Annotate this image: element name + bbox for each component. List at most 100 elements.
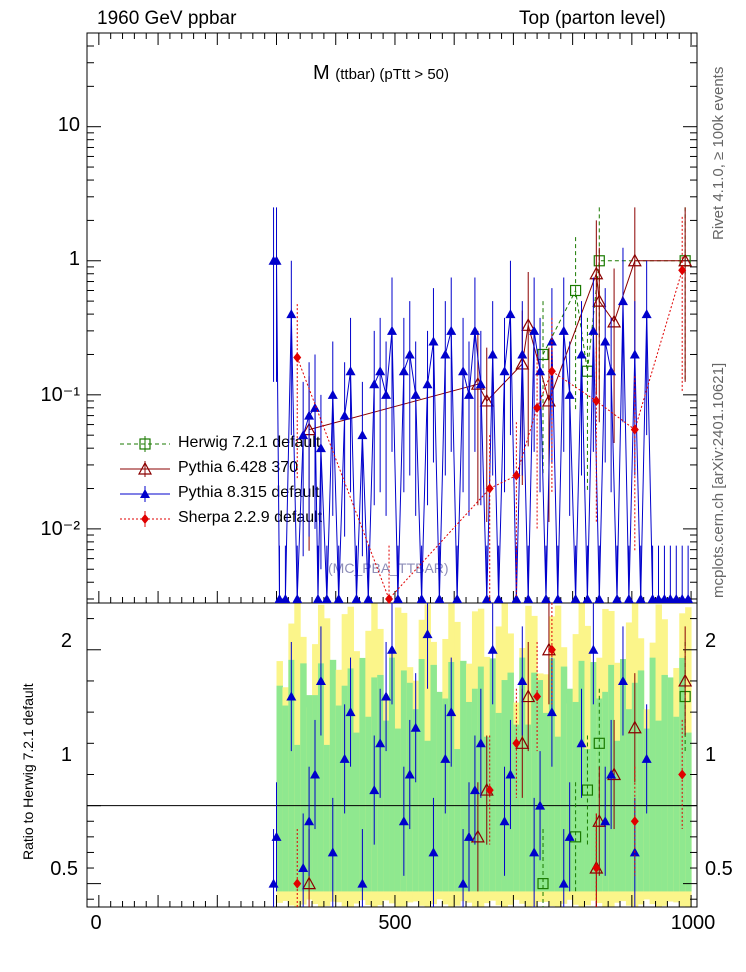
series-point-2	[310, 402, 321, 412]
ratio-point-2	[381, 691, 392, 701]
ratio-point-2	[546, 707, 557, 717]
series-point-2	[357, 430, 368, 440]
ratio-band-green	[282, 705, 289, 892]
series-point-2	[398, 366, 409, 376]
ratio-point-2	[315, 675, 326, 685]
legend-label-pythia6: Pythia 6.428 370	[178, 459, 299, 476]
ratio-band-green	[667, 677, 674, 892]
ratio-y-tick-label-right: 1	[705, 744, 717, 766]
series-point-2	[304, 410, 315, 420]
ratio-band-green	[460, 660, 467, 892]
ratio-point-0	[593, 737, 605, 749]
ratio-point-2	[446, 707, 457, 717]
series-point-2	[499, 366, 510, 376]
ratio-point-2	[458, 878, 469, 888]
series-point-2	[292, 593, 303, 603]
ratio-point-3	[512, 738, 521, 749]
ratio-point-3	[592, 863, 601, 874]
ratio-band-green	[353, 732, 360, 892]
ratio-y-tick-label: 2	[60, 630, 72, 652]
ratio-point-1	[627, 720, 642, 734]
ratio-y-tick-label-right: 0.5	[705, 858, 733, 880]
ratio-point-2	[422, 629, 433, 639]
ratio-point-2	[327, 847, 338, 857]
series-point-2	[606, 366, 617, 376]
plot-title-sub: (ttbar) (pTtt > 50)	[335, 66, 450, 83]
series-point-2	[410, 389, 421, 399]
ratio-point-2	[428, 847, 439, 857]
series-point-2	[635, 593, 646, 603]
series-point-3	[293, 352, 302, 363]
ratio-band-green	[323, 744, 331, 892]
ratio-band-green	[495, 712, 503, 892]
ratio-band-green	[531, 672, 538, 892]
ratio-point-2	[469, 785, 480, 795]
ratio-band-green	[359, 657, 366, 892]
series-point-2	[434, 593, 445, 603]
x-tick-label: 0	[90, 912, 102, 934]
ratio-band-green	[288, 659, 295, 892]
ratio-point-0	[581, 784, 594, 796]
ratio-band-green	[436, 691, 443, 892]
ratio-point-2	[271, 831, 282, 841]
series-point-2	[280, 593, 291, 603]
series-point-2	[517, 349, 528, 359]
ratio-point-0	[537, 878, 549, 890]
plot-title: M (ttbar) (pTtt > 50)	[313, 62, 449, 85]
ratio-point-2	[387, 644, 397, 654]
series-point-2	[286, 309, 297, 319]
legend-marker	[140, 489, 150, 498]
series-point-2	[546, 336, 557, 346]
series-point-2	[315, 443, 326, 453]
series-point-2	[683, 593, 694, 603]
series-point-2	[463, 389, 474, 399]
ratio-point-3	[547, 644, 556, 655]
ratio-point-2	[564, 831, 575, 841]
ratio-band-green	[329, 659, 337, 892]
ratio-point-2	[558, 878, 569, 888]
ratio-band-green	[448, 662, 455, 892]
ratio-point-2	[286, 691, 297, 701]
ratio-band-green	[513, 724, 520, 892]
ratio-point-2	[440, 753, 451, 763]
ratio-band-green	[454, 749, 461, 892]
ratio-point-2	[345, 707, 356, 717]
series-point-2	[271, 255, 282, 265]
ratio-band-green	[276, 685, 283, 892]
ratio-point-2	[588, 644, 599, 654]
series-point-2	[511, 593, 522, 603]
series-point-2	[446, 325, 457, 335]
ratio-band-green	[317, 663, 325, 892]
series-point-2	[351, 593, 362, 603]
ratio-band-green	[649, 657, 657, 892]
series-point-2	[387, 325, 397, 335]
legend-marker	[137, 461, 153, 475]
ratio-band-green	[365, 716, 372, 892]
series-point-2	[327, 389, 338, 399]
legend-marker	[139, 438, 151, 450]
header-left: 1960 GeV ppbar	[97, 8, 237, 29]
legend-marker	[141, 514, 149, 524]
ratio-y-tick-label: 1	[60, 744, 72, 766]
ratio-point-1	[521, 689, 536, 703]
ratio-point-2	[304, 816, 315, 826]
series-point-3	[485, 483, 494, 494]
ratio-point-2	[505, 769, 516, 779]
series-point-3	[592, 395, 601, 406]
ratio-point-2	[600, 816, 611, 826]
series-point-2	[535, 366, 546, 376]
series-point-3	[385, 593, 394, 604]
series-point-2	[440, 349, 451, 359]
series-point-2	[469, 325, 480, 335]
series-point-2	[612, 593, 623, 603]
ratio-band-green	[525, 724, 532, 892]
ratio-band-green	[637, 670, 645, 892]
ratio-band-green	[543, 712, 550, 892]
ratio-point-2	[310, 769, 321, 779]
series-point-3	[678, 265, 687, 276]
ratio-band-green	[389, 657, 396, 892]
ratio-band-green	[685, 732, 692, 892]
ratio-point-2	[487, 644, 498, 654]
ratio-band-green	[335, 705, 343, 892]
